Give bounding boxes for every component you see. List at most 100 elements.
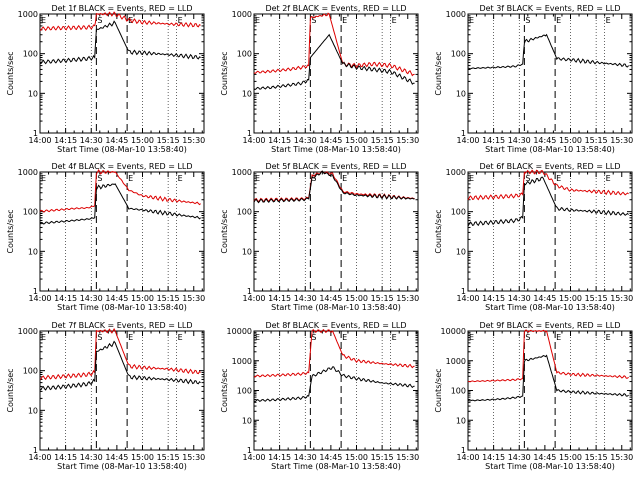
x-tick-label: 15:00	[345, 453, 368, 462]
x-tick-label: 15:00	[345, 294, 368, 303]
x-tick-label: 14:45	[105, 294, 128, 303]
marker-label: E	[469, 174, 474, 183]
y-axis-label: Counts/sec	[6, 209, 15, 253]
plot-frame	[467, 171, 633, 292]
y-tick-label: 100	[23, 50, 38, 59]
y-tick-label: 1000	[446, 10, 466, 19]
y-tick-label: 10	[456, 416, 466, 425]
events-series-line	[467, 176, 629, 227]
detector-panel: Det 1f BLACK = Events, RED = LLD 1 10 100 10…	[6, 4, 205, 154]
x-axis-label: Start Time (08-Mar-10 13:58:40)	[271, 462, 401, 471]
y-tick-label: 1000	[232, 10, 252, 19]
lld-series-line	[467, 169, 629, 201]
marker-label: S	[311, 333, 316, 342]
x-tick-label: 14:00	[28, 136, 51, 145]
marker-label: E	[128, 174, 133, 183]
marker-label: E	[178, 174, 183, 183]
y-tick-label: 1000	[18, 168, 38, 177]
marker-label: E	[606, 16, 611, 25]
x-tick-label: 14:30	[508, 294, 531, 303]
marker-label: E	[392, 16, 397, 25]
y-tick-label: 1	[247, 129, 252, 138]
x-tick-label: 15:00	[131, 453, 154, 462]
marker-label: E	[556, 333, 561, 342]
x-tick-label: 15:15	[371, 453, 394, 462]
events-series-line	[467, 33, 629, 70]
x-tick-label: 15:15	[585, 136, 608, 145]
x-tick-label: 14:30	[80, 294, 103, 303]
panel-title: Det 2f BLACK = Events, RED = LLD	[265, 4, 406, 13]
marker-label: E	[128, 333, 133, 342]
marker-label: E	[469, 333, 474, 342]
marker-label: E	[178, 16, 183, 25]
y-tick-label: 100	[451, 50, 466, 59]
panel-title: Det 7f BLACK = Events, RED = LLD	[51, 321, 192, 330]
x-tick-label: 14:45	[319, 294, 342, 303]
x-tick-label: 15:30	[610, 294, 633, 303]
detector-panel: Det 4f BLACK = Events, RED = LLD 1 10 100 10…	[6, 162, 205, 312]
marker-label: S	[97, 16, 102, 25]
marker-label: S	[525, 333, 530, 342]
y-tick-label: 1000	[232, 357, 252, 366]
marker-label: S	[97, 174, 102, 183]
x-tick-label: 14:45	[105, 136, 128, 145]
plot-frame	[39, 330, 205, 451]
y-tick-label: 10	[28, 247, 38, 256]
x-tick-label: 14:00	[456, 453, 479, 462]
y-tick-label: 1	[461, 446, 466, 455]
marker-label: E	[392, 174, 397, 183]
y-tick-label: 1	[33, 129, 38, 138]
x-axis-label: Start Time (08-Mar-10 13:58:40)	[57, 462, 187, 471]
plot-frame	[253, 13, 419, 134]
marker-label: E	[255, 333, 260, 342]
x-tick-label: 15:30	[396, 294, 419, 303]
x-tick-label: 14:30	[294, 453, 317, 462]
y-axis-label: Counts/sec	[434, 209, 443, 253]
x-tick-label: 15:15	[157, 136, 180, 145]
events-series-line	[39, 183, 201, 225]
y-tick-label: 10	[28, 89, 38, 98]
y-tick-label: 1000	[446, 168, 466, 177]
x-tick-label: 14:00	[456, 136, 479, 145]
x-tick-label: 14:15	[268, 136, 291, 145]
x-axis-label: Start Time (08-Mar-10 13:58:40)	[271, 303, 401, 312]
detector-panel: Det 8f BLACK = Events, RED = LLD 1 10 100 10…	[220, 321, 419, 471]
x-axis-label: Start Time (08-Mar-10 13:58:40)	[485, 145, 615, 154]
x-tick-label: 15:15	[585, 294, 608, 303]
x-tick-label: 15:00	[131, 136, 154, 145]
marker-label: S	[525, 174, 530, 183]
x-tick-label: 14:45	[319, 453, 342, 462]
y-tick-label: 10000	[441, 327, 466, 336]
y-tick-label: 100	[237, 50, 252, 59]
x-tick-label: 14:00	[456, 294, 479, 303]
plot-frame	[467, 13, 633, 134]
lld-series-line	[40, 11, 201, 32]
y-tick-label: 1000	[18, 10, 38, 19]
y-tick-label: 100	[451, 208, 466, 217]
x-axis-label: Start Time (08-Mar-10 13:58:40)	[485, 303, 615, 312]
y-tick-label: 10	[242, 89, 252, 98]
x-tick-label: 14:15	[54, 453, 77, 462]
x-tick-label: 14:45	[319, 136, 342, 145]
x-axis-label: Start Time (08-Mar-10 13:58:40)	[57, 303, 187, 312]
detector-panel: Det 7f BLACK = Events, RED = LLD 1 10 100 10…	[6, 321, 205, 471]
plot-frame	[39, 171, 205, 292]
x-axis-label: Start Time (08-Mar-10 13:58:40)	[485, 462, 615, 471]
marker-label: E	[178, 333, 183, 342]
marker-label: E	[342, 174, 347, 183]
marker-label: E	[342, 333, 347, 342]
x-tick-label: 15:30	[396, 136, 419, 145]
x-tick-label: 15:30	[610, 453, 633, 462]
x-tick-label: 14:00	[28, 294, 51, 303]
x-tick-label: 14:15	[482, 453, 505, 462]
x-tick-label: 14:45	[533, 294, 556, 303]
x-tick-label: 15:00	[345, 136, 368, 145]
y-tick-label: 1	[247, 287, 252, 296]
y-tick-label: 100	[451, 387, 466, 396]
lld-series-line	[467, 329, 629, 383]
x-tick-label: 15:30	[182, 453, 205, 462]
lld-series-line	[253, 12, 415, 77]
x-tick-label: 15:00	[131, 294, 154, 303]
y-tick-label: 100	[23, 367, 38, 376]
